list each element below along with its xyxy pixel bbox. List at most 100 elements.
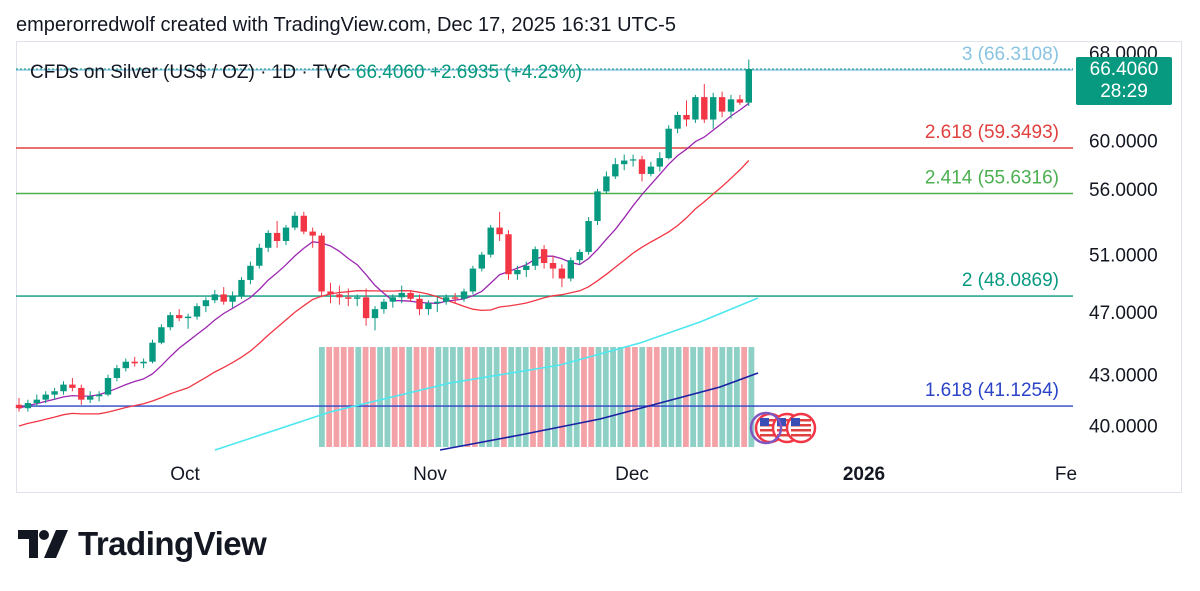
candle[interactable] — [621, 160, 628, 165]
candle[interactable] — [149, 342, 156, 362]
candle[interactable] — [273, 232, 281, 241]
candlestick-chart[interactable]: 3 (66.3108) 2.618 (59.3493) 2.414 (55.6316… — [0, 0, 1200, 500]
candle[interactable] — [15, 404, 23, 409]
candle[interactable] — [309, 231, 316, 236]
volume-profile-bar — [340, 347, 347, 447]
candle[interactable] — [158, 327, 165, 343]
candle[interactable] — [265, 232, 272, 248]
candle[interactable] — [505, 234, 512, 275]
candle[interactable] — [576, 251, 583, 261]
candle[interactable] — [603, 176, 610, 192]
volume-profile-bar — [704, 347, 711, 447]
candle[interactable] — [460, 291, 468, 299]
candle[interactable] — [380, 301, 388, 310]
candle[interactable] — [113, 368, 121, 378]
candle[interactable] — [78, 387, 85, 400]
candle[interactable] — [256, 247, 263, 266]
chart-frame — [16, 41, 1182, 493]
candle[interactable] — [184, 316, 192, 319]
candle[interactable] — [558, 268, 566, 279]
candle[interactable] — [665, 128, 672, 159]
candle[interactable] — [727, 99, 735, 112]
candle[interactable] — [318, 235, 325, 292]
candle[interactable] — [416, 298, 423, 310]
candle[interactable] — [496, 227, 503, 235]
candle[interactable] — [692, 97, 699, 120]
candle[interactable] — [434, 301, 441, 304]
candle[interactable] — [745, 69, 752, 103]
candle[interactable] — [638, 159, 646, 174]
candle[interactable] — [514, 269, 521, 275]
candle[interactable] — [69, 384, 76, 388]
candle[interactable] — [683, 114, 690, 120]
candle[interactable] — [87, 396, 94, 400]
candle[interactable] — [131, 361, 138, 364]
candle[interactable] — [247, 265, 254, 280]
candle[interactable] — [24, 403, 32, 409]
candle[interactable] — [336, 294, 343, 298]
symbol-info-bar[interactable]: CFDs on Silver (US$ / OZ) · 1D · TVC 66.… — [30, 62, 582, 84]
candle[interactable] — [33, 399, 40, 404]
candle[interactable] — [42, 394, 49, 400]
candle[interactable] — [95, 394, 103, 397]
candle[interactable] — [176, 315, 183, 319]
candle[interactable] — [487, 227, 494, 255]
candle[interactable] — [327, 291, 334, 295]
candle[interactable] — [612, 164, 619, 177]
us-flag-event-icon[interactable] — [785, 412, 817, 444]
candle[interactable] — [549, 262, 557, 269]
tradingview-logo[interactable]: TradingView — [18, 524, 267, 564]
fib-level-label: 2 (48.0869) — [962, 270, 1059, 291]
volume-profile-bar — [515, 347, 522, 447]
candle[interactable] — [425, 303, 432, 310]
candle[interactable] — [398, 292, 405, 298]
volume-profile-bar — [457, 347, 464, 447]
candle[interactable] — [282, 227, 290, 241]
candle[interactable] — [167, 315, 174, 328]
candle[interactable] — [238, 279, 245, 296]
volume-profile-bar — [668, 347, 675, 447]
candle[interactable] — [629, 159, 637, 161]
candle[interactable] — [291, 215, 299, 228]
candle[interactable] — [443, 297, 450, 302]
candle[interactable] — [710, 97, 717, 120]
candle[interactable] — [389, 297, 396, 302]
candle[interactable] — [674, 114, 681, 129]
candle[interactable] — [229, 295, 236, 302]
candle[interactable] — [354, 297, 361, 299]
candle[interactable] — [647, 166, 655, 174]
candle[interactable] — [345, 297, 352, 299]
candle[interactable] — [202, 300, 210, 307]
candle[interactable] — [60, 384, 67, 392]
candle[interactable] — [51, 391, 58, 395]
candle[interactable] — [701, 97, 708, 120]
volume-profile-bar — [726, 347, 733, 447]
candle[interactable] — [211, 294, 218, 301]
candle[interactable] — [362, 297, 370, 319]
candle[interactable] — [122, 361, 129, 369]
candle[interactable] — [193, 306, 201, 317]
candle[interactable] — [656, 158, 663, 167]
candle[interactable] — [540, 249, 548, 263]
candle[interactable] — [585, 220, 592, 252]
candle[interactable] — [451, 297, 459, 299]
candle[interactable] — [523, 265, 530, 270]
volume-profile-bar — [661, 347, 667, 447]
candle[interactable] — [469, 268, 477, 292]
volume-profile-bar — [369, 347, 376, 447]
fib-level-label: 1.618 (41.1254) — [925, 380, 1059, 401]
candle[interactable] — [371, 309, 379, 319]
candle[interactable] — [300, 215, 307, 232]
candle[interactable] — [532, 249, 539, 266]
candle[interactable] — [140, 361, 147, 364]
candle[interactable] — [718, 97, 726, 112]
candle[interactable] — [567, 260, 574, 279]
candle[interactable] — [736, 99, 744, 103]
volume-profile-bar — [559, 347, 566, 447]
candle[interactable] — [407, 292, 414, 299]
candle[interactable] — [594, 191, 601, 221]
candle[interactable] — [478, 254, 485, 269]
candle[interactable] — [220, 294, 227, 302]
candle[interactable] — [104, 377, 112, 395]
symbol-name[interactable]: CFDs on Silver (US$ / OZ) · 1D · TVC — [30, 62, 351, 83]
